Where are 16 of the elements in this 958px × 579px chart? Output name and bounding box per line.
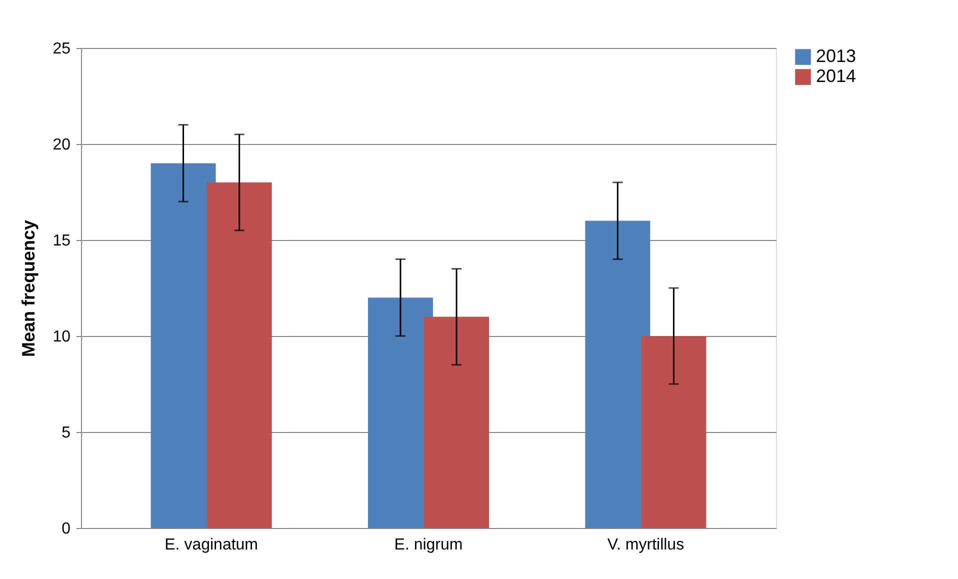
bar xyxy=(585,220,650,528)
x-tick-label: E. nigrum xyxy=(394,536,463,554)
y-tick-label: 20 xyxy=(52,136,71,154)
x-tick-label: V. myrtillus xyxy=(607,536,684,554)
bar xyxy=(641,336,706,528)
y-tick-label: 25 xyxy=(52,40,71,58)
x-tick-label: E. vaginatum xyxy=(164,536,258,554)
y-tick-label: 10 xyxy=(52,328,71,346)
y-tick-label: 15 xyxy=(52,232,71,250)
y-tick-label: 5 xyxy=(62,424,71,442)
legend-label: 2013 xyxy=(816,46,856,66)
y-axis-title: Mean frequency xyxy=(18,220,39,358)
y-tick-label: 0 xyxy=(62,520,71,538)
legend-label: 2014 xyxy=(816,66,856,86)
bar xyxy=(424,316,490,528)
bar xyxy=(206,182,272,528)
